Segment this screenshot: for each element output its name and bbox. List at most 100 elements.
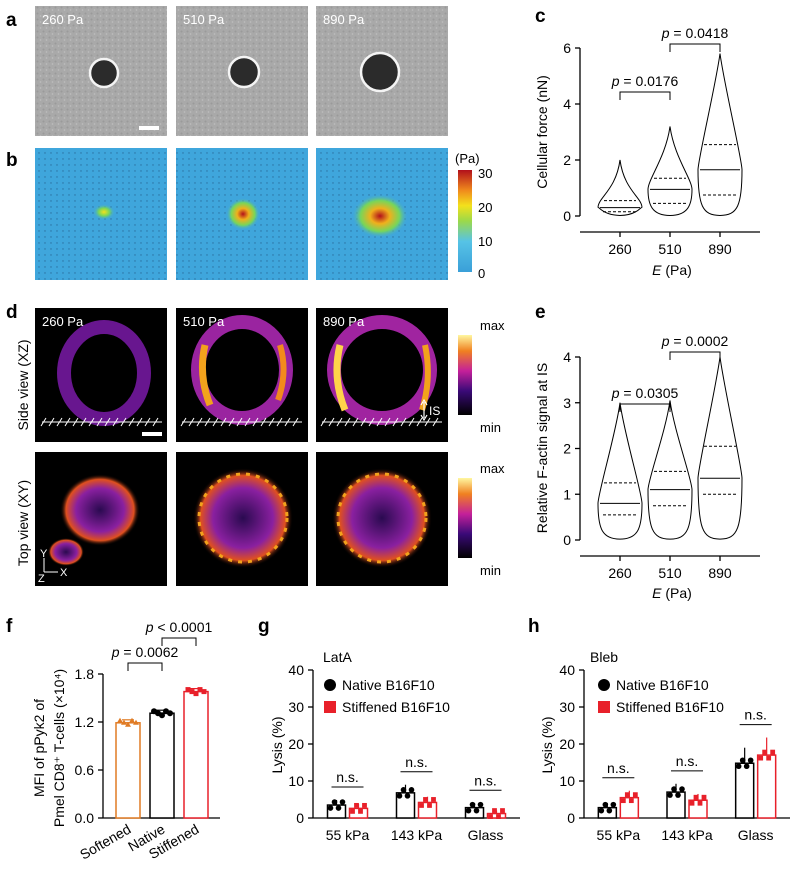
- data-point: [624, 792, 630, 798]
- traction-hotspot: [226, 198, 260, 230]
- y-tick-label: 0.6: [75, 762, 95, 778]
- x-axis-label: E (Pa): [652, 585, 692, 601]
- data-point: [408, 787, 415, 793]
- actin-rim: [336, 472, 428, 564]
- panel-a-brightfield: 260 Pa 510 Pa 890 Pa: [35, 6, 448, 136]
- y-tick-label: 3: [563, 395, 571, 411]
- data-point: [500, 808, 505, 813]
- p-value: p = 0.0176: [611, 73, 679, 89]
- data-point: [327, 805, 334, 811]
- data-point: [606, 807, 613, 814]
- data-point: [632, 792, 638, 798]
- x-tick-label: 143 kPa: [661, 827, 713, 843]
- comparison-bracket: [669, 351, 721, 360]
- panel-label-d: d: [6, 302, 18, 323]
- data-point: [362, 802, 367, 808]
- legend-marker: [598, 679, 610, 691]
- chart-title: LatA: [323, 649, 352, 665]
- stiffness-label-890: 890 Pa: [323, 12, 365, 27]
- ns-label: n.s.: [744, 707, 767, 723]
- data-point: [620, 798, 626, 804]
- actin-hotspot: [198, 344, 214, 407]
- y-tick-label: 40: [559, 662, 575, 678]
- data-point: [697, 800, 703, 806]
- actin-spread: [48, 538, 84, 566]
- y-tick-label: 0: [296, 810, 304, 826]
- chart-e-factin: 0 1 2 3 4 260 510 890 Relative F-actin signal at…: [534, 333, 760, 601]
- actin-hotspot: [275, 344, 287, 402]
- axis-y-glyph: Y: [40, 548, 48, 560]
- data-point: [693, 794, 699, 800]
- colorbar-side: [458, 335, 472, 415]
- substrate-hatch: [180, 417, 299, 427]
- y-tick-label: 0: [567, 810, 575, 826]
- data-point: [339, 799, 346, 805]
- chart-h-bleb: 0 10 20 30 40 Lysis (%) Bleb Native B16F10 Stiff…: [539, 649, 790, 843]
- colorbar-tick: 0: [478, 266, 485, 281]
- y-tick-label: 10: [559, 773, 575, 789]
- stiffness-label-510: 510 Pa: [183, 314, 225, 329]
- x-tick-label: Glass: [738, 827, 774, 843]
- data-point: [488, 814, 493, 819]
- p-value: p = 0.0305: [611, 385, 679, 401]
- data-point: [739, 757, 746, 764]
- data-point: [735, 763, 742, 770]
- y-tick-label: 2: [563, 441, 571, 457]
- y-tick-label: 40: [288, 662, 304, 678]
- y-tick-label: 0.0: [75, 810, 95, 826]
- violin: [697, 356, 743, 540]
- x-tick-label: 890: [708, 241, 732, 257]
- data-point: [610, 801, 617, 808]
- data-point: [465, 807, 472, 814]
- data-point: [701, 794, 707, 800]
- bar: [149, 712, 175, 819]
- chart-g-lata: 0 10 20 30 40 Lysis (%) LatA Native B16F10 Stiff…: [269, 649, 520, 843]
- x-tick-label: 55 kPa: [597, 827, 641, 843]
- violin: [647, 400, 693, 540]
- data-point: [167, 710, 173, 717]
- y-tick-label: 1: [563, 486, 571, 502]
- panel-label-c: c: [535, 6, 546, 27]
- colorbar-min: min: [480, 563, 501, 578]
- data-point: [770, 749, 776, 755]
- actin-hotspot: [333, 344, 349, 412]
- x-tick-label: 143 kPa: [391, 827, 443, 843]
- y-tick-label: 2: [563, 152, 571, 168]
- y-tick-label: 30: [288, 699, 304, 715]
- colorbar-max: max: [480, 461, 505, 476]
- y-tick-label: 0: [563, 532, 571, 548]
- data-point: [404, 793, 411, 799]
- data-point: [423, 797, 428, 802]
- colorbar-top: [458, 478, 472, 558]
- panel-label-f: f: [6, 616, 13, 637]
- data-point: [125, 721, 131, 727]
- comparison-bracket: [161, 637, 197, 646]
- panel-label-b: b: [6, 150, 18, 171]
- p-value: p = 0.0418: [661, 25, 729, 41]
- data-point: [758, 755, 764, 761]
- data-point: [477, 801, 484, 808]
- chart-c-cellular-force: 0 2 4 6 260 510 890 Cellular force (nN) E (Pa) p …: [534, 25, 760, 278]
- data-point: [427, 803, 432, 808]
- scale-bar: [142, 432, 162, 436]
- data-point: [117, 717, 123, 723]
- y-tick-label: 20: [288, 736, 304, 752]
- p-value: p < 0.0001: [145, 619, 213, 635]
- data-point: [762, 749, 768, 755]
- x-tick-label: Glass: [468, 827, 504, 843]
- data-point: [189, 689, 195, 695]
- data-point: [602, 801, 609, 808]
- chart-title: Bleb: [590, 649, 618, 665]
- axis-z-glyph: Z: [38, 573, 45, 585]
- data-point: [469, 801, 476, 808]
- stiffness-label-510: 510 Pa: [183, 12, 225, 27]
- legend-label: Native B16F10: [342, 677, 435, 693]
- data-point: [419, 803, 424, 808]
- data-point: [159, 712, 165, 719]
- colorbar-pa: [458, 170, 472, 272]
- y-tick-label: 0: [563, 208, 571, 224]
- bar: [734, 762, 755, 819]
- y-axis-label: Cellular force (nN): [534, 75, 550, 189]
- data-point: [743, 763, 750, 770]
